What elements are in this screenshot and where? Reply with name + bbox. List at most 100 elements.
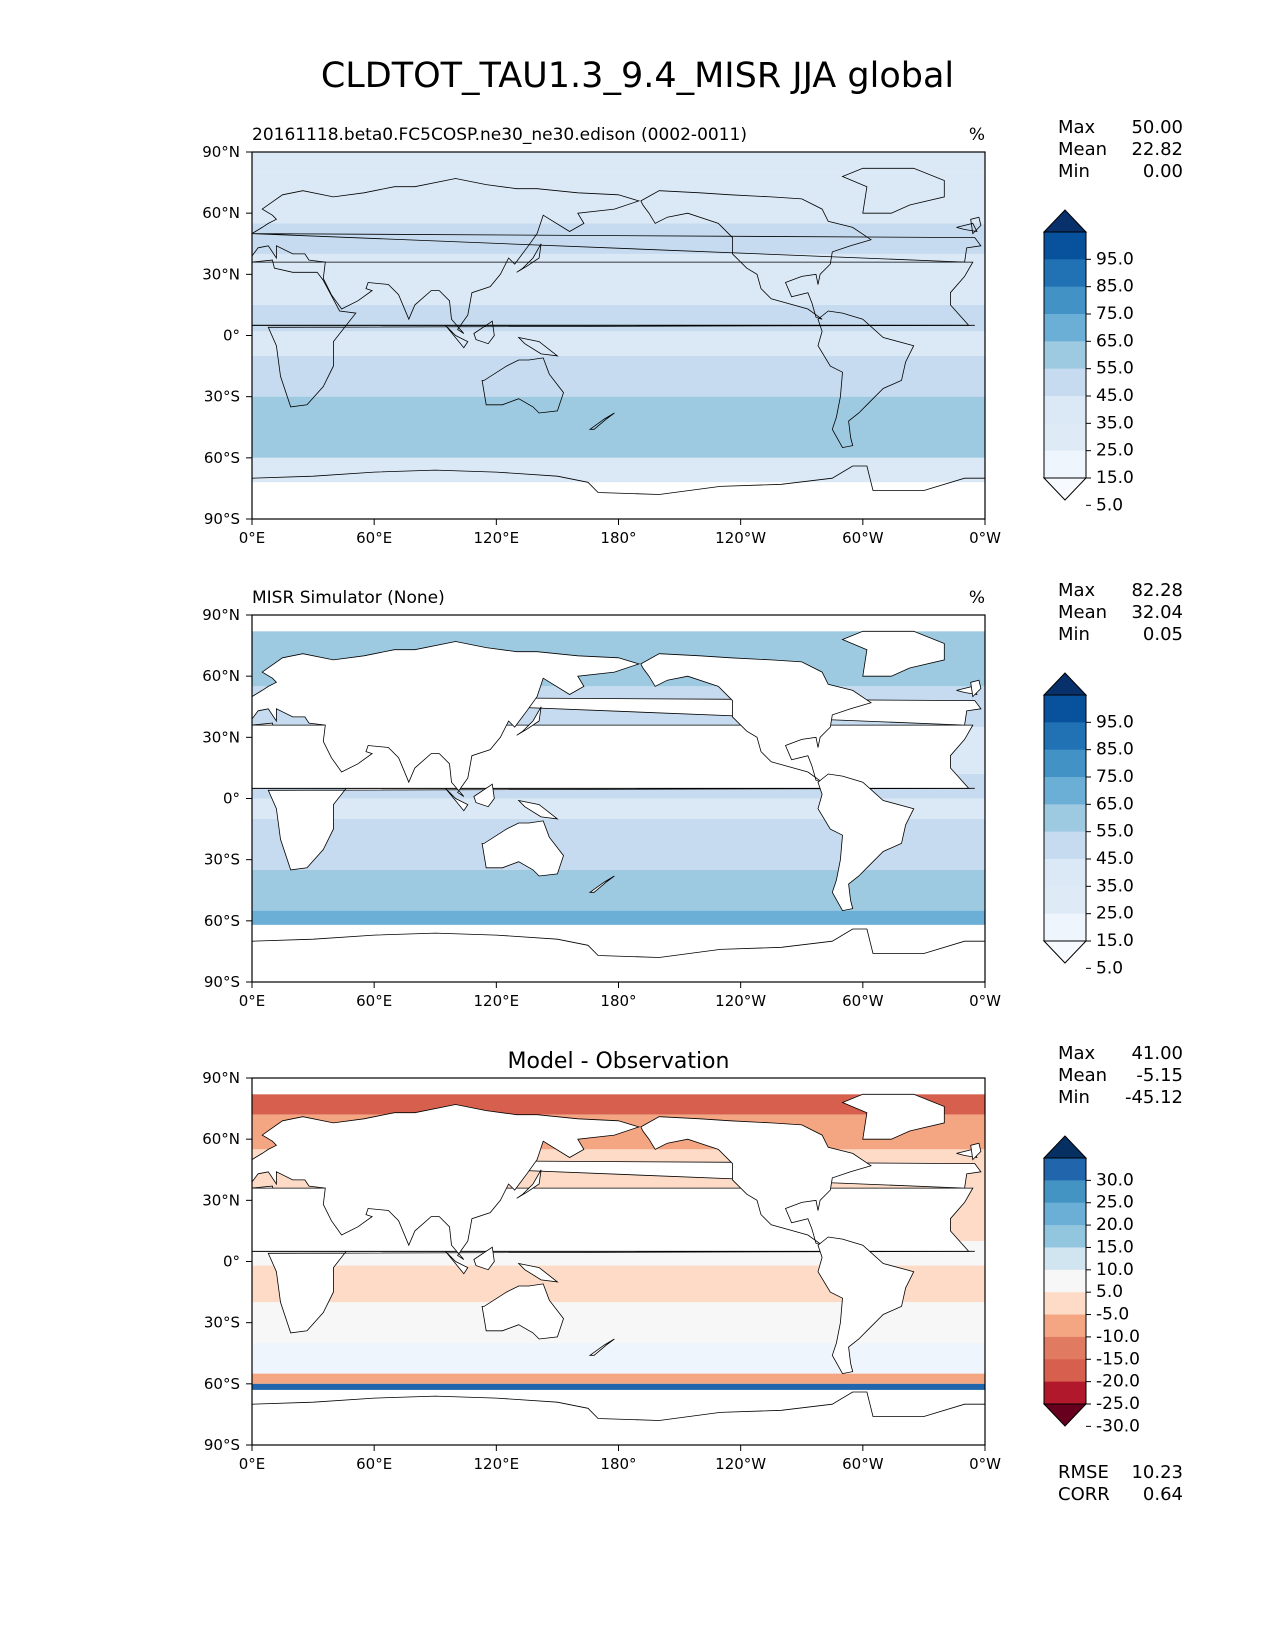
colorbar-extend-top (1042, 672, 1088, 696)
colorbar-label: 20.0 (1096, 1215, 1134, 1235)
colorbar-swatch (1044, 1336, 1086, 1360)
lat-tick-label: 30°S (204, 388, 240, 406)
colorbar-swatch (1044, 232, 1086, 260)
lon-tick-label: 180° (600, 529, 636, 547)
coastline (516, 1169, 542, 1199)
colorbar-extend-bottom (1042, 477, 1088, 501)
colorbar-label: 5.0 (1096, 1282, 1123, 1302)
lon-tick-label: 120°W (715, 529, 766, 547)
colorbar-swatch (1044, 831, 1086, 860)
coastline (252, 178, 641, 334)
stat-row: RMSE 10.23 (1058, 1462, 1183, 1484)
colorbar-extend-bottom (1042, 1403, 1088, 1427)
field-band (252, 152, 985, 173)
stat-value: -45.12 (1124, 1087, 1183, 1108)
lat-tick-label: 30°N (202, 265, 240, 283)
figure-title: CLDTOT_TAU1.3_9.4_MISR JJA global (320, 56, 955, 96)
lat-tick-label: 60°N (202, 667, 240, 685)
coastline (252, 641, 641, 797)
colorbar-swatch (1044, 1225, 1086, 1248)
colorbar-swatch (1044, 396, 1086, 424)
colorbar-swatch (1044, 1247, 1086, 1271)
stat-row: Mean 22.82 (1058, 139, 1183, 161)
colorbar-swatch (1044, 314, 1086, 342)
stat-value: 32.04 (1131, 602, 1183, 623)
lon-tick-label: 180° (600, 1455, 636, 1473)
colorbar-swatch (1044, 1292, 1086, 1316)
field-fill (252, 615, 985, 982)
field-band (252, 615, 985, 632)
field-band (252, 910, 985, 925)
field-band (252, 304, 985, 332)
colorbar-label: 75.0 (1096, 767, 1134, 787)
field-band (252, 331, 985, 356)
coastline (473, 320, 495, 345)
coastline (817, 773, 915, 912)
stat-label: RMSE (1058, 1462, 1109, 1483)
units-label: % (969, 588, 985, 608)
lon-tick-label: 60°E (356, 992, 392, 1010)
stat-value: 82.28 (1131, 580, 1183, 601)
lat-tick-label: 60°S (204, 912, 240, 930)
lat-tick-label: 90°N (202, 606, 240, 624)
field-fill (252, 1078, 985, 1445)
stat-label: Min (1058, 1087, 1090, 1108)
colorbar-label: 65.0 (1096, 331, 1134, 351)
colorbar-label: -10.0 (1096, 1327, 1140, 1347)
stat-label: CORR (1058, 1484, 1110, 1505)
coastline (252, 465, 985, 495)
error-stats-block: RMSE 10.23 CORR 0.64 (1058, 1462, 1183, 1506)
colorbar-label: -25.0 (1096, 1394, 1140, 1414)
stat-row: Max 82.28 (1058, 580, 1183, 602)
colorbar-swatch (1044, 777, 1086, 805)
stat-label: Min (1058, 624, 1090, 645)
colorbar-swatch (1044, 1269, 1086, 1293)
coastline (956, 222, 978, 233)
colorbar-swatch (1044, 1202, 1086, 1226)
stat-value: 10.23 (1131, 1462, 1183, 1483)
coastline (473, 783, 495, 808)
map-panel-1: 20161118.beta0.FC5COSP.ne30_ne30.edison … (202, 125, 1134, 547)
colorbar-label: 35.0 (1096, 413, 1134, 433)
coastline (841, 167, 945, 214)
colorbar-label: 55.0 (1096, 822, 1134, 842)
lon-tick-label: 60°E (356, 1455, 392, 1473)
colorbar-label: 5.0 (1096, 958, 1123, 978)
coastline (516, 706, 542, 736)
coastline (817, 1236, 915, 1375)
stat-value: 0.05 (1142, 624, 1183, 645)
map-panel-2: MISR Simulator (None) % 0°E 60°E 120°E 180° 12… (202, 588, 1134, 1010)
coastline (252, 1104, 641, 1260)
lon-tick-label: 0°E (239, 992, 266, 1010)
coastline (252, 1391, 985, 1421)
coastline (481, 357, 564, 414)
field-band (252, 1373, 985, 1384)
field-band (252, 253, 985, 305)
field-band (252, 223, 985, 254)
panel-title: Model - Observation (508, 1049, 730, 1074)
colorbar-label: 45.0 (1096, 849, 1134, 869)
lat-tick-label: 90°N (202, 143, 240, 161)
coastline (841, 630, 945, 677)
coastline (970, 1142, 982, 1161)
coastline (445, 1251, 469, 1275)
field-band (252, 924, 985, 982)
coastline (516, 243, 542, 273)
lat-tick-label: 90°N (202, 1069, 240, 1087)
colorbar-extend-bottom (1042, 940, 1088, 964)
stat-row: Max 41.00 (1058, 1043, 1183, 1065)
colorbar-label: 25.0 (1096, 441, 1134, 461)
colorbar-swatch (1044, 286, 1086, 315)
colorbar-label: 55.0 (1096, 359, 1134, 379)
lon-tick-label: 60°W (842, 529, 884, 547)
coastline (817, 310, 915, 449)
lon-tick-label: 0°W (969, 529, 1001, 547)
lon-tick-label: 0°E (239, 1455, 266, 1473)
stat-row: Mean -5.15 (1058, 1065, 1183, 1087)
lon-tick-label: 0°W (969, 992, 1001, 1010)
coastline (970, 679, 982, 698)
stat-label: Mean (1058, 1065, 1108, 1086)
colorbar-swatch (1044, 749, 1086, 778)
lon-tick-label: 0°W (969, 1455, 1001, 1473)
coastline (517, 1262, 559, 1283)
